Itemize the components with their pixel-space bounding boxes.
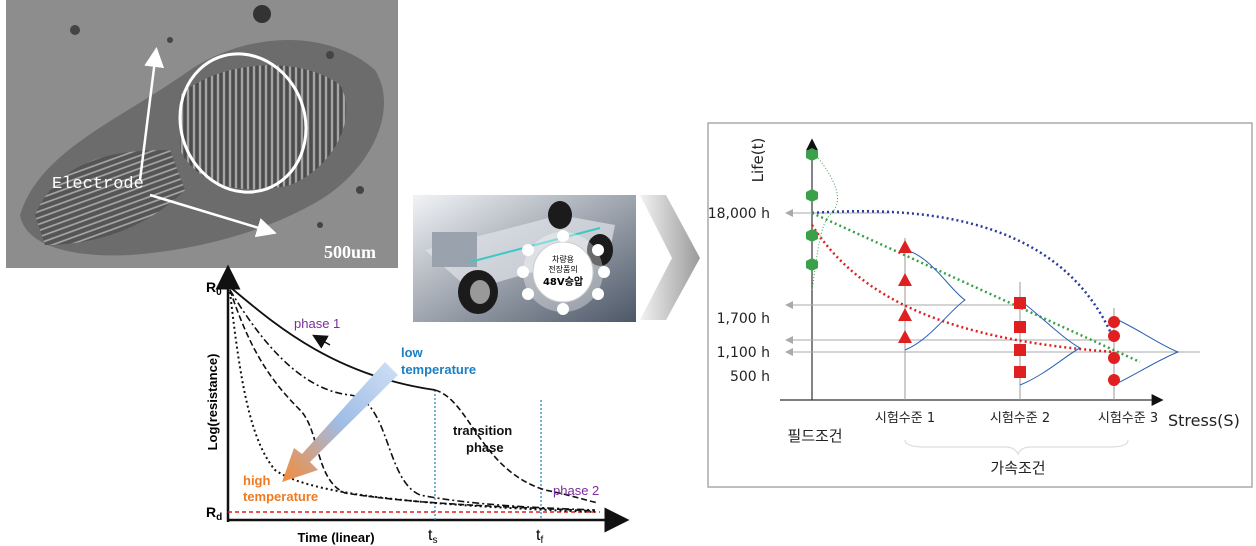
decoration-circle: [557, 230, 569, 242]
t-f: tf: [536, 527, 543, 546]
decoration-circle: [253, 5, 271, 23]
decoration-circle: [522, 288, 534, 300]
decoration-polygon: [898, 240, 912, 253]
test-level: 시험수준 2: [990, 411, 1050, 426]
decoration-circle: [317, 222, 323, 228]
test-level: 시험수준 3: [1098, 411, 1158, 426]
decoration-rect: [1014, 321, 1026, 333]
decoration-path: [35, 150, 185, 245]
decoration-path: [180, 65, 347, 190]
decoration-circle: [1108, 352, 1120, 364]
life-level: 500 h: [730, 369, 770, 385]
decoration-polygon: [898, 308, 912, 321]
x-axis-label: Stress(S): [1168, 411, 1240, 430]
life-level: 1,100 h: [717, 345, 770, 361]
decoration-path: [904, 439, 1129, 456]
sem-image: Electrode 500um: [6, 0, 398, 268]
decoration-path: [904, 249, 966, 351]
decoration-ellipse: [178, 52, 308, 194]
decoration-circle: [1108, 330, 1120, 342]
decoration-path: [229, 286, 436, 391]
low-temperature: low temperature: [401, 345, 476, 377]
decoration-polygon: [898, 330, 912, 343]
car-caption: 차량용 전장품의 48V승압: [543, 254, 584, 288]
life-level: 1,700 h: [717, 311, 770, 327]
decoration-line: [138, 47, 165, 181]
decoration-ellipse: [548, 201, 572, 229]
test-level: 시험수준 1: [875, 411, 935, 426]
transition-phase: transition phase: [453, 423, 512, 455]
chevron-arrow: [640, 195, 700, 320]
decoration-circle: [598, 266, 610, 278]
decoration-circle: [356, 186, 364, 194]
life-level: 18,000 h: [708, 206, 770, 222]
decoration-path: [1019, 299, 1082, 386]
sem-scale: 500um: [324, 242, 376, 262]
decoration-polygon: [806, 258, 818, 271]
decoration-circle: [326, 51, 334, 59]
decoration-path: [810, 224, 1115, 354]
decoration-polygon: [898, 273, 912, 286]
accelerated-condition: 가속조건: [990, 459, 1045, 477]
decoration-circle: [517, 266, 529, 278]
high-temperature: high temperature: [243, 473, 318, 504]
decoration-g: [806, 148, 818, 271]
decoration-circle: [70, 25, 80, 35]
decoration-ellipse: [470, 280, 490, 304]
phase-2: phase 2: [553, 483, 599, 498]
decoration-rect: [1014, 344, 1026, 356]
decoration-g: Life(t) Stress(S) 18,000 h 1,700 h 1,100…: [708, 138, 1240, 477]
decoration-circle: [1108, 374, 1120, 386]
decoration-polygon: [806, 229, 818, 242]
decoration-path: [229, 289, 596, 511]
decoration-rect: [1014, 366, 1026, 378]
decoration-rect: [432, 232, 477, 267]
r-bottom: Rd: [206, 504, 222, 523]
field-condition: 필드조건: [787, 427, 842, 445]
car-image: 차량용 전장품의 48V승압: [413, 195, 636, 322]
decoration-circle: [592, 288, 604, 300]
decoration-circle: [557, 303, 569, 315]
decoration-g: [898, 240, 1120, 386]
decoration-circle: [592, 244, 604, 256]
decoration-path: [811, 209, 1116, 341]
decoration-path: [434, 389, 599, 504]
decoration-path: [1113, 317, 1180, 386]
phase-1: phase 1: [294, 316, 340, 331]
life-stress-chart: Life(t) Stress(S) 18,000 h 1,700 h 1,100…: [707, 122, 1253, 488]
sem-label: Electrode: [52, 175, 144, 194]
decoration-polygon: [806, 148, 818, 161]
decoration-line: [149, 193, 277, 238]
decoration-path: [811, 149, 838, 291]
resistance-plot: R0 Rd Log(resistance) Time (linear) ts t…: [205, 264, 630, 546]
decoration-path: [229, 291, 596, 513]
r-top: R0: [206, 279, 222, 298]
decoration-circle: [1108, 316, 1120, 328]
decoration-polygon: [806, 189, 818, 202]
y-axis-label: Life(t): [749, 138, 767, 183]
x-axis-label: Time (linear): [297, 530, 374, 545]
y-axis-label: Log(resistance): [205, 354, 220, 451]
decoration-path: [811, 211, 1141, 364]
decoration-circle: [522, 244, 534, 256]
decoration-polygon: [282, 362, 398, 482]
decoration-path: [312, 334, 331, 349]
t-s: ts: [428, 527, 437, 546]
decoration-rect: [1014, 297, 1026, 309]
decoration-circle: [167, 37, 173, 43]
decoration-line: [469, 227, 601, 263]
